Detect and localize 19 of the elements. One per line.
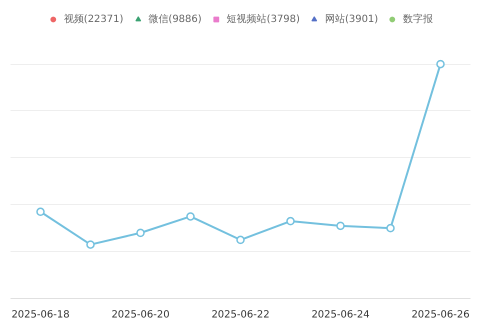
x-tick-label: 2025-06-24 bbox=[311, 310, 370, 320]
legend-label: 微信(9886) bbox=[148, 13, 202, 26]
point bbox=[336, 222, 345, 230]
x-tick-label: 2025-06-18 bbox=[11, 310, 70, 320]
point bbox=[36, 208, 45, 216]
point bbox=[236, 236, 245, 244]
point bbox=[186, 212, 195, 221]
x-tick-label: 2025-06-26 bbox=[411, 310, 470, 320]
legend-label: 视频(22371) bbox=[64, 12, 124, 26]
legend-label: 网站(3901) bbox=[324, 12, 378, 26]
point bbox=[86, 240, 95, 249]
point bbox=[136, 228, 145, 238]
point bbox=[286, 216, 295, 226]
x-tick-label: 2025-06-20 bbox=[111, 310, 170, 320]
legend-label: 数字报 bbox=[403, 12, 434, 26]
x-tick-label: 2025-06-22 bbox=[211, 310, 270, 320]
point bbox=[436, 60, 445, 68]
legend-label: 短视频站(3798) bbox=[226, 12, 300, 26]
point bbox=[386, 224, 395, 232]
